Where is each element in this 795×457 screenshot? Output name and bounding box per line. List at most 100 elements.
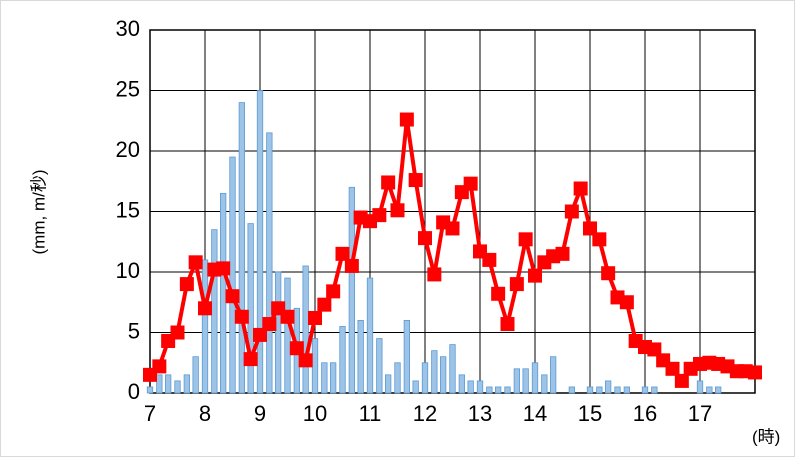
marker <box>408 173 423 188</box>
y-tick-label: 10 <box>116 258 140 283</box>
y-tick-label: 5 <box>128 318 140 343</box>
marker <box>573 181 588 196</box>
marker <box>418 231 432 246</box>
x-axis-label: (時) <box>752 427 780 446</box>
bar <box>696 380 704 394</box>
x-tick-label: 12 <box>413 401 437 426</box>
bar <box>247 223 254 394</box>
bar <box>550 356 557 394</box>
marker <box>509 277 524 292</box>
x-tick-label: 16 <box>633 401 657 426</box>
marker <box>500 317 515 332</box>
marker <box>170 325 185 340</box>
bar <box>541 374 548 394</box>
x-tick-label: 9 <box>254 401 266 426</box>
marker <box>216 261 231 276</box>
bar <box>174 380 181 394</box>
bar <box>614 386 621 394</box>
bar <box>229 156 236 394</box>
bar <box>586 386 594 394</box>
marker <box>583 221 597 236</box>
marker <box>179 277 194 292</box>
marker <box>555 246 570 261</box>
bar <box>403 319 411 394</box>
y-tick-label: 20 <box>116 137 140 162</box>
marker <box>427 267 442 282</box>
bar <box>219 192 227 394</box>
x-tick-label: 11 <box>359 401 382 426</box>
marker <box>445 221 460 236</box>
bar <box>211 229 218 394</box>
bar <box>439 356 447 394</box>
bar <box>568 386 575 394</box>
y-tick-label: 15 <box>116 197 140 222</box>
marker <box>674 373 689 388</box>
marker <box>592 232 607 247</box>
bar <box>321 362 328 394</box>
marker <box>528 268 542 283</box>
bar <box>156 374 163 394</box>
bar <box>284 277 291 394</box>
marker <box>647 342 662 357</box>
marker <box>225 289 240 304</box>
x-tick-label: 17 <box>688 401 712 426</box>
bar <box>183 374 191 394</box>
marker <box>518 232 533 247</box>
bar <box>302 265 309 394</box>
bar <box>449 344 456 394</box>
bar <box>513 368 520 394</box>
bar <box>164 374 172 394</box>
marker <box>253 327 267 342</box>
marker <box>491 286 506 301</box>
marker <box>381 175 396 190</box>
bar <box>266 132 273 394</box>
y-axis-label: (mm, m/秒) <box>29 170 48 255</box>
x-tick-label: 14 <box>523 401 547 426</box>
bar <box>412 380 419 394</box>
marker <box>280 309 295 324</box>
marker <box>308 310 322 325</box>
bar <box>623 386 630 394</box>
x-tick-label: 13 <box>468 401 492 426</box>
y-tick-label: 25 <box>116 76 140 101</box>
marker <box>289 341 304 356</box>
bar <box>494 386 502 394</box>
marker <box>326 284 341 299</box>
marker <box>317 297 332 312</box>
marker <box>665 361 680 376</box>
bar <box>366 277 374 394</box>
marker <box>234 309 249 324</box>
bar <box>376 338 383 394</box>
marker <box>390 203 405 218</box>
bar <box>596 386 603 394</box>
marker <box>344 258 359 273</box>
marker <box>748 365 762 380</box>
bar <box>458 374 466 394</box>
marker <box>463 176 478 191</box>
bar <box>522 368 529 394</box>
bar <box>329 362 337 394</box>
bar <box>357 319 364 394</box>
marker <box>188 255 203 270</box>
y-tick-label: 0 <box>128 379 140 404</box>
y-tick-label: 30 <box>116 16 140 41</box>
marker <box>262 317 277 332</box>
bar <box>348 186 356 394</box>
bar <box>238 102 246 394</box>
bar <box>486 386 493 394</box>
marker <box>243 352 258 367</box>
bar <box>421 362 429 394</box>
bar <box>256 90 264 394</box>
bar <box>311 338 319 394</box>
bar <box>641 386 649 394</box>
bar <box>384 374 392 394</box>
marker <box>198 301 212 316</box>
marker <box>564 204 579 219</box>
marker <box>399 112 414 127</box>
bar <box>146 386 154 394</box>
bar <box>504 386 511 394</box>
x-tick-label: 8 <box>199 401 211 426</box>
marker <box>619 295 634 310</box>
marker <box>335 246 350 261</box>
marker <box>372 208 387 223</box>
